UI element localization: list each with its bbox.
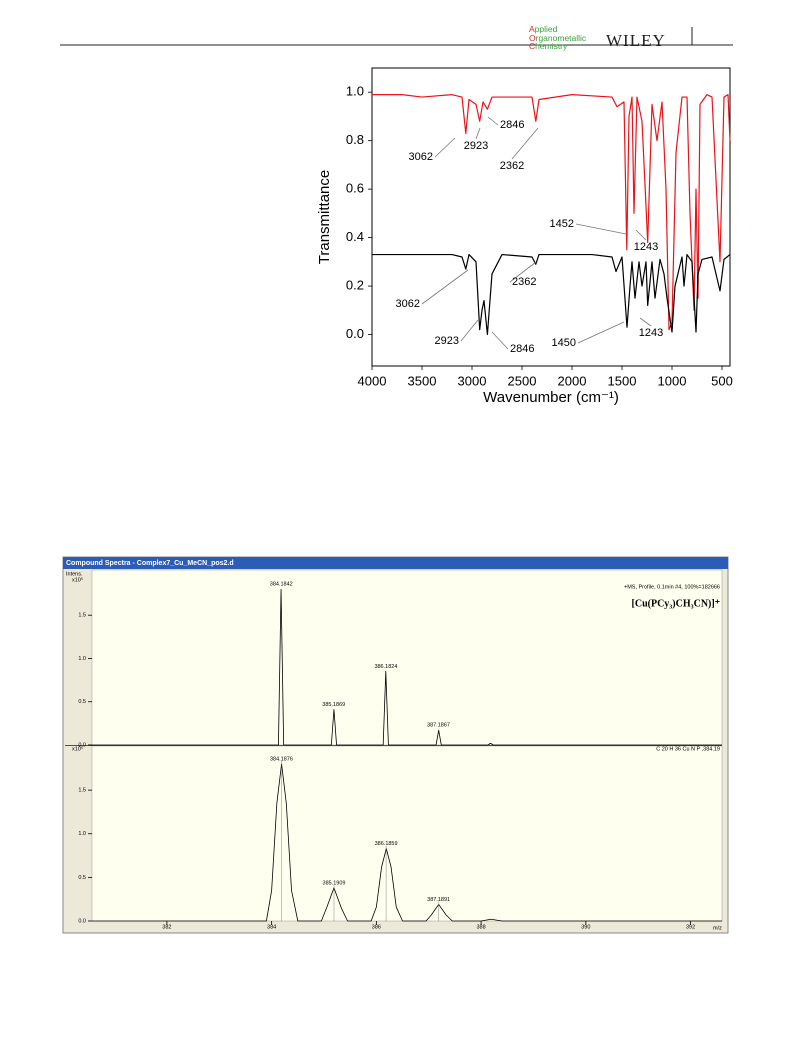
- logo-line: Chemistry: [529, 41, 568, 51]
- y-tick-label: 0.0: [78, 918, 86, 924]
- x-tick-label: 382: [162, 924, 171, 930]
- leader-line: [421, 269, 469, 305]
- formula-info: C 20 H 36 Cu N P ,384.19: [656, 746, 720, 752]
- peak-label: 386.1824: [374, 664, 397, 670]
- x-tick-label: 2500: [508, 373, 537, 388]
- spectrum-line: [88, 588, 722, 746]
- y-tick-label: 1.5: [78, 613, 86, 619]
- peak-label: 385.1909: [323, 880, 346, 886]
- y-tick-label: 0.0: [78, 742, 86, 748]
- y-tick-label: 0.0: [346, 326, 364, 341]
- peak-label: 385.1869: [322, 702, 345, 708]
- y-unit: x10⁵: [72, 576, 83, 583]
- formula: [Cu(PCy₃)CH₃CN)]⁺: [632, 598, 720, 609]
- logo-line: Applied: [529, 24, 558, 34]
- peak-label: 1243: [639, 327, 663, 339]
- logo-line: Organometallic: [529, 32, 587, 43]
- y-tick-label: 0.6: [346, 181, 364, 196]
- leader-line: [491, 331, 509, 350]
- peak-label: 386.1859: [375, 841, 398, 847]
- peak-label: 3062: [396, 298, 420, 310]
- x-tick-label: 1000: [658, 373, 687, 388]
- spectrum-line: [372, 253, 731, 336]
- leader-line: [509, 261, 537, 283]
- peak-label: 2923: [435, 335, 459, 347]
- y-tick-label: 0.4: [346, 229, 364, 244]
- ms-panel: [91, 745, 723, 922]
- y-unit: x10⁵: [72, 745, 83, 752]
- leader-line: [475, 127, 481, 140]
- journal-logo: Applied Organometallic Chemistry: [529, 25, 586, 51]
- y-tick-label: 0.2: [346, 277, 364, 292]
- ms-titlebar: [63, 557, 728, 569]
- leader-line: [639, 317, 652, 327]
- x-tick-label: 3000: [458, 373, 487, 388]
- x-tick-label: 388: [477, 924, 486, 930]
- leader-line: [511, 127, 539, 160]
- peak-label: 2846: [510, 343, 534, 355]
- peak-label: 2362: [512, 276, 536, 288]
- x-tick-label: 384: [267, 924, 276, 930]
- y-axis-title: Intens.: [66, 571, 83, 577]
- peak-label: 2923: [464, 140, 488, 152]
- y-tick-label: 0.5: [78, 699, 86, 705]
- x-axis-title: m/z: [713, 925, 722, 931]
- peak-label: 3062: [409, 151, 433, 163]
- peak-label: 2846: [500, 119, 524, 131]
- peak-label: 1452: [550, 218, 574, 230]
- peak-label: 1450: [552, 337, 576, 349]
- x-tick-label: 3500: [408, 373, 437, 388]
- spectrum-line: [372, 94, 731, 331]
- x-tick-label: 4000: [358, 373, 387, 388]
- y-tick-label: 0.8: [346, 132, 364, 147]
- leader-line: [635, 229, 647, 241]
- peak-label: 387.1891: [427, 897, 450, 903]
- leader-line: [487, 116, 499, 126]
- x-tick-label: 500: [711, 373, 733, 388]
- x-tick-label: 392: [686, 924, 695, 930]
- x-tick-label: 1500: [608, 373, 637, 388]
- y-axis-title: Transmittance: [316, 170, 333, 264]
- y-tick-label: 1.5: [78, 788, 86, 794]
- publisher: WILEY: [606, 31, 666, 50]
- y-tick-label: 0.5: [78, 875, 86, 881]
- ir-frame: [371, 67, 731, 367]
- y-tick-label: 1.0: [346, 84, 364, 99]
- peak-label: 384.1842: [270, 582, 293, 588]
- x-tick-label: 386: [372, 924, 381, 930]
- leader-line: [575, 223, 627, 235]
- leader-line: [434, 137, 456, 158]
- x-tick-label: 2000: [558, 373, 587, 388]
- window-title: Compound Spectra - Complex7_Cu_MeCN_pos2…: [66, 560, 234, 567]
- y-tick-label: 1.0: [78, 656, 86, 662]
- peak-label: 2362: [500, 160, 524, 172]
- ms-panel: [91, 569, 723, 746]
- spectrum-line: [92, 763, 722, 922]
- spectrum-info: +MS, Profile, 0.1min #4, 100%=182666: [624, 584, 720, 590]
- leader-line: [460, 319, 479, 342]
- leader-line: [577, 321, 625, 344]
- x-axis-title: Wavenumber (cm⁻¹): [483, 389, 619, 406]
- x-tick-label: 390: [581, 924, 590, 930]
- y-tick-label: 1.0: [78, 831, 86, 837]
- peak-label: 387.1867: [427, 723, 450, 729]
- peak-label: 1243: [634, 241, 658, 253]
- peak-label: 384.1876: [270, 756, 293, 762]
